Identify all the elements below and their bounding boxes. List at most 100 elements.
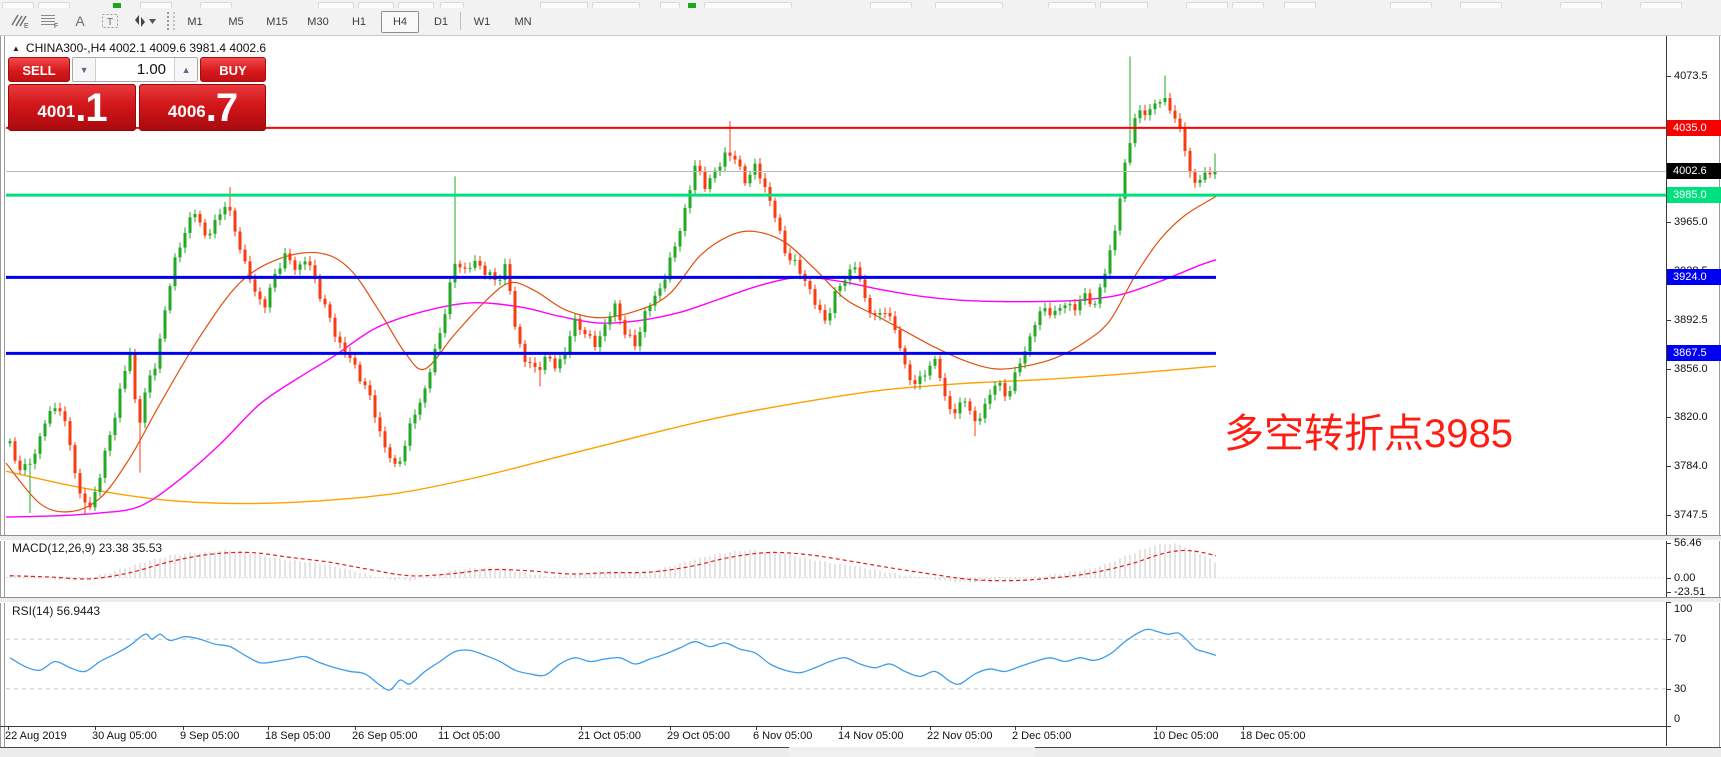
date-tick: [268, 727, 269, 730]
toolbar-grip[interactable]: [167, 12, 175, 30]
scale-tick: [1666, 222, 1671, 224]
date-label: 9 Sep 05:00: [180, 730, 240, 742]
macd-scale-label: -23.51: [1674, 586, 1706, 598]
tab-timeframe-M30[interactable]: M30: [307, 16, 329, 28]
sort-arrows-icon[interactable]: [126, 10, 162, 32]
chart-annotation-text: 多空转折点3985: [1224, 412, 1513, 456]
scale-tick: [1666, 602, 1671, 603]
collapse-triangle-icon[interactable]: ▲: [12, 43, 20, 53]
panel-splitter-rsi[interactable]: [0, 597, 1721, 603]
date-label: 18 Sep 05:00: [265, 730, 331, 742]
main-toolbar: E F A T M1 M5 M15 M30 H1 H4 D1 W1 MN: [0, 8, 1721, 36]
date-tick: [841, 727, 842, 730]
svg-text:T: T: [107, 17, 113, 28]
date-label: 26 Sep 05:00: [352, 730, 418, 742]
buy-button[interactable]: BUY: [200, 57, 266, 82]
scale-tick: [1666, 592, 1671, 593]
rsi-scale-label: 70: [1674, 633, 1687, 646]
tab-timeframe-W1[interactable]: W1: [473, 16, 491, 28]
price-axis-line: [1666, 36, 1667, 746]
buy-price-panel[interactable]: 4006.7: [139, 84, 266, 131]
scale-tick: [1666, 368, 1671, 370]
price-badge-3924.0: 3924.0: [1667, 269, 1721, 286]
price-badge-3867.5: 3867.5: [1667, 345, 1721, 362]
price-tick-label: 3820.0: [1674, 411, 1708, 424]
scale-tick: [1666, 577, 1671, 579]
date-label: 21 Oct 05:00: [578, 730, 641, 742]
scale-tick: [1666, 726, 1671, 727]
hatch-e-icon[interactable]: E: [6, 10, 34, 32]
volume-decrease-icon[interactable]: ▼: [73, 58, 97, 81]
date-tick: [8, 727, 9, 730]
price-tick-label: 3856.0: [1674, 362, 1708, 375]
price-badge-4035.0: 4035.0: [1667, 119, 1721, 136]
timeframe-group: M1 M5 M15 M30 H1 H4 D1 W1 MN: [176, 11, 542, 33]
date-label: 6 Nov 05:00: [753, 730, 813, 742]
window-edge-left-outer: [0, 36, 1, 747]
grid-f-icon[interactable]: F: [36, 10, 64, 32]
scale-tick: [1666, 319, 1671, 321]
tab-timeframe-H1[interactable]: H1: [351, 16, 367, 28]
date-label: 10 Dec 05:00: [1153, 730, 1219, 742]
chart-canvas: [0, 36, 1721, 747]
rsi-scale-label: 30: [1674, 682, 1687, 695]
scale-tick: [1666, 417, 1671, 419]
price-badge-4002.6: 4002.6: [1667, 163, 1721, 180]
date-tick: [581, 727, 582, 730]
price-tick-label: 3784.0: [1674, 459, 1708, 472]
scale-tick: [1666, 515, 1671, 516]
bottom-strip-segment: [0, 747, 789, 757]
svg-text:E: E: [24, 23, 29, 29]
letter-a-icon[interactable]: A: [75, 13, 85, 29]
boxed-t-icon[interactable]: T: [96, 10, 124, 32]
tab-timeframe-M1[interactable]: M1: [187, 16, 203, 28]
volume-spinner: ▼ ▲: [72, 57, 199, 82]
toolbar-separator: [460, 12, 461, 30]
date-tick: [1015, 727, 1016, 730]
tab-timeframe-M15[interactable]: M15: [266, 16, 288, 28]
macd-scale-label: 56.46: [1674, 537, 1702, 549]
tab-timeframe-H4[interactable]: H4: [381, 11, 419, 33]
price-tick-label: 4073.5: [1674, 70, 1708, 82]
macd-label: MACD(12,26,9) 23.38 35.53: [12, 541, 163, 555]
bottom-strip-segment: [1035, 747, 1721, 757]
one-click-trade-widget: SELL ▼ ▲ BUY 4001.1 4006.7: [8, 57, 266, 131]
date-label: 11 Oct 05:00: [438, 730, 501, 742]
date-label: 18 Dec 05:00: [1240, 730, 1306, 742]
rsi-scale-label: 100: [1674, 603, 1693, 615]
volume-input[interactable]: [96, 58, 175, 81]
sell-button[interactable]: SELL: [8, 57, 71, 82]
date-tick: [670, 727, 671, 730]
rsi-scale-label: 0: [1674, 713, 1681, 725]
volume-increase-icon[interactable]: ▲: [174, 58, 198, 81]
chart-title: ▲ CHINA300-,H4 4002.1 4009.6 3981.4 4002…: [12, 41, 266, 55]
date-tick: [756, 727, 757, 730]
tab-timeframe-M5[interactable]: M5: [228, 16, 244, 28]
macd-scale-label: 0.00: [1674, 571, 1696, 584]
sell-price-panel[interactable]: 4001.1: [8, 84, 136, 131]
tab-timeframe-D1[interactable]: D1: [433, 16, 449, 28]
date-tick: [441, 727, 442, 730]
date-tick: [355, 727, 356, 730]
chart-title-text: CHINA300-,H4 4002.1 4009.6 3981.4 4002.6: [25, 41, 267, 55]
date-tick: [95, 727, 96, 730]
svg-text:F: F: [54, 23, 58, 29]
panel-splitter-macd[interactable]: [0, 535, 1721, 541]
scale-tick: [1666, 639, 1671, 641]
tab-timeframe-MN[interactable]: MN: [514, 16, 532, 28]
scale-tick: [1666, 688, 1671, 690]
date-label: 22 Nov 05:00: [927, 730, 993, 742]
date-tick: [1156, 727, 1157, 730]
price-tick-label: 3747.5: [1674, 509, 1708, 521]
window-edge-right: [1719, 36, 1720, 747]
scale-tick: [1666, 465, 1671, 467]
buy-price-main: 4006: [167, 102, 206, 121]
window-edge-left-inner: [4, 36, 5, 747]
price-tick-label: 3892.5: [1674, 313, 1708, 326]
time-axis-line: [0, 726, 1666, 727]
date-label: 22 Aug 2019: [5, 730, 67, 742]
date-label: 29 Oct 05:00: [667, 730, 730, 742]
date-tick: [183, 727, 184, 730]
date-label: 14 Nov 05:00: [838, 730, 904, 742]
